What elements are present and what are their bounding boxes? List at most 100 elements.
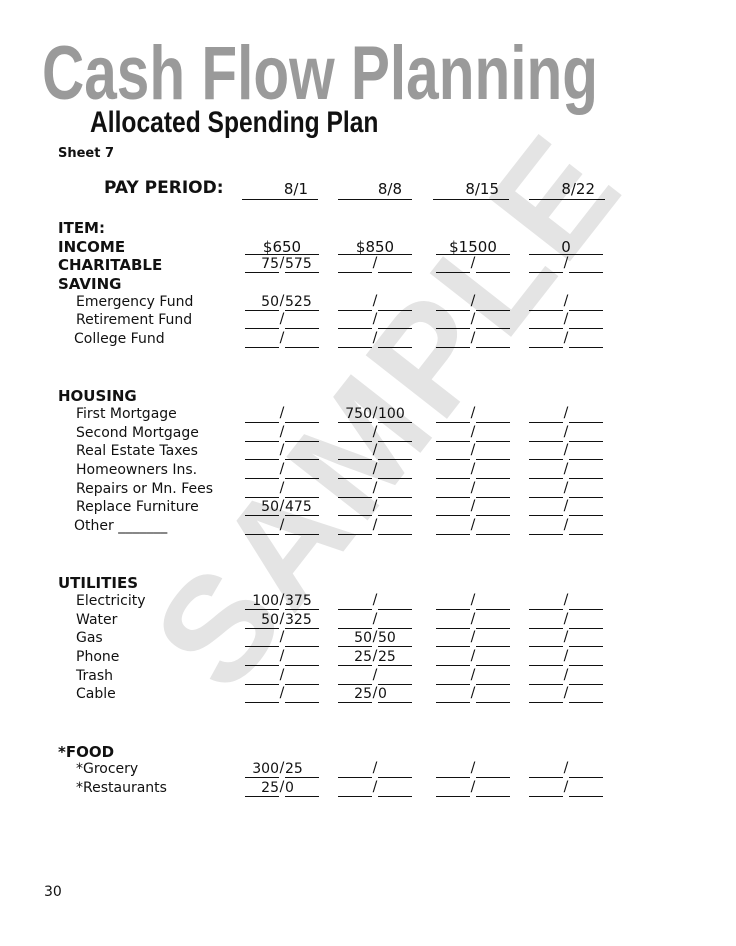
balance-amount-field[interactable] [476,668,510,685]
balance-amount-field[interactable] [476,518,510,536]
balance-amount-field[interactable] [378,499,412,517]
planned-amount-field[interactable] [245,668,279,685]
balance-amount-field[interactable] [569,294,603,311]
planned-amount-field[interactable] [338,443,372,461]
planned-amount-field[interactable]: 100 [245,593,279,610]
balance-amount-field[interactable] [569,481,603,498]
planned-amount-field[interactable] [436,761,470,779]
planned-amount-field[interactable] [436,425,470,442]
balance-amount-field[interactable] [569,630,603,648]
planned-amount-field[interactable] [436,518,470,536]
planned-amount-field[interactable]: 50 [245,499,279,517]
planned-amount-field[interactable] [338,294,372,311]
planned-amount-field[interactable]: 750 [338,406,372,423]
balance-amount-field[interactable]: 0 [378,686,412,704]
planned-amount-field[interactable] [338,668,372,685]
balance-amount-field[interactable]: 325 [285,612,319,629]
balance-amount-field[interactable] [569,668,603,685]
planned-amount-field[interactable]: 25 [338,649,372,667]
balance-amount-field[interactable] [569,312,603,330]
income-field[interactable]: $650 [245,238,319,256]
planned-amount-field[interactable] [529,331,563,349]
balance-amount-field[interactable] [476,649,510,667]
balance-amount-field[interactable]: 50 [378,630,412,648]
income-field[interactable]: 0 [529,238,603,256]
balance-amount-field[interactable] [476,481,510,498]
balance-amount-field[interactable] [476,593,510,610]
income-field[interactable]: $850 [338,238,412,256]
planned-amount-field[interactable]: 50 [338,630,372,648]
balance-amount-field[interactable] [285,462,319,480]
pay-period-date[interactable]: 8/1 [242,180,318,200]
balance-amount-field[interactable] [569,462,603,480]
planned-amount-field[interactable] [529,630,563,648]
planned-amount-field[interactable] [245,443,279,461]
balance-amount-field[interactable] [285,686,319,704]
planned-amount-field[interactable] [436,331,470,349]
planned-amount-field[interactable] [338,780,372,797]
balance-amount-field[interactable] [378,612,412,629]
planned-amount-field[interactable] [436,630,470,648]
balance-amount-field[interactable] [476,443,510,461]
balance-amount-field[interactable] [378,462,412,480]
planned-amount-field[interactable] [338,331,372,349]
balance-amount-field[interactable] [378,481,412,498]
planned-amount-field[interactable] [436,462,470,480]
planned-amount-field[interactable] [529,761,563,779]
planned-amount-field[interactable] [436,649,470,667]
balance-amount-field[interactable]: 100 [378,406,412,423]
balance-amount-field[interactable]: 25 [378,649,412,667]
pay-period-date[interactable]: 8/15 [433,180,509,200]
balance-amount-field[interactable] [476,406,510,423]
pay-period-date[interactable]: 8/22 [529,180,605,200]
planned-amount-field[interactable] [436,406,470,423]
planned-amount-field[interactable] [245,462,279,480]
planned-amount-field[interactable] [529,425,563,442]
balance-amount-field[interactable] [285,312,319,330]
balance-amount-field[interactable] [476,312,510,330]
balance-amount-field[interactable]: 525 [285,294,319,311]
planned-amount-field[interactable] [436,612,470,629]
income-field[interactable]: $1500 [436,238,510,256]
planned-amount-field[interactable] [436,686,470,704]
balance-amount-field[interactable] [285,443,319,461]
planned-amount-field[interactable] [338,481,372,498]
balance-amount-field[interactable] [569,780,603,797]
planned-amount-field[interactable] [436,443,470,461]
balance-amount-field[interactable] [569,499,603,517]
planned-amount-field[interactable] [338,256,372,274]
balance-amount-field[interactable]: 25 [285,761,319,779]
balance-amount-field[interactable] [476,761,510,779]
planned-amount-field[interactable]: 50 [245,612,279,629]
balance-amount-field[interactable] [569,593,603,610]
planned-amount-field[interactable] [436,312,470,330]
planned-amount-field[interactable] [436,294,470,311]
balance-amount-field[interactable] [285,406,319,423]
planned-amount-field[interactable]: 300 [245,761,279,779]
planned-amount-field[interactable] [529,780,563,797]
balance-amount-field[interactable] [378,780,412,797]
balance-amount-field[interactable] [285,649,319,667]
balance-amount-field[interactable] [569,406,603,423]
balance-amount-field[interactable] [476,425,510,442]
balance-amount-field[interactable] [569,256,603,274]
balance-amount-field[interactable] [569,518,603,536]
balance-amount-field[interactable] [285,481,319,498]
planned-amount-field[interactable] [245,406,279,423]
balance-amount-field[interactable]: 575 [285,256,319,274]
planned-amount-field[interactable] [436,256,470,274]
planned-amount-field[interactable] [245,686,279,704]
planned-amount-field[interactable] [245,481,279,498]
planned-amount-field[interactable] [245,518,279,536]
planned-amount-field[interactable] [436,780,470,797]
balance-amount-field[interactable] [285,518,319,536]
planned-amount-field[interactable] [529,256,563,274]
balance-amount-field[interactable] [569,612,603,629]
planned-amount-field[interactable]: 25 [245,780,279,797]
balance-amount-field[interactable] [285,331,319,349]
planned-amount-field[interactable] [529,686,563,704]
planned-amount-field[interactable] [529,649,563,667]
balance-amount-field[interactable] [476,256,510,274]
planned-amount-field[interactable] [245,649,279,667]
pay-period-date[interactable]: 8/8 [338,180,412,200]
